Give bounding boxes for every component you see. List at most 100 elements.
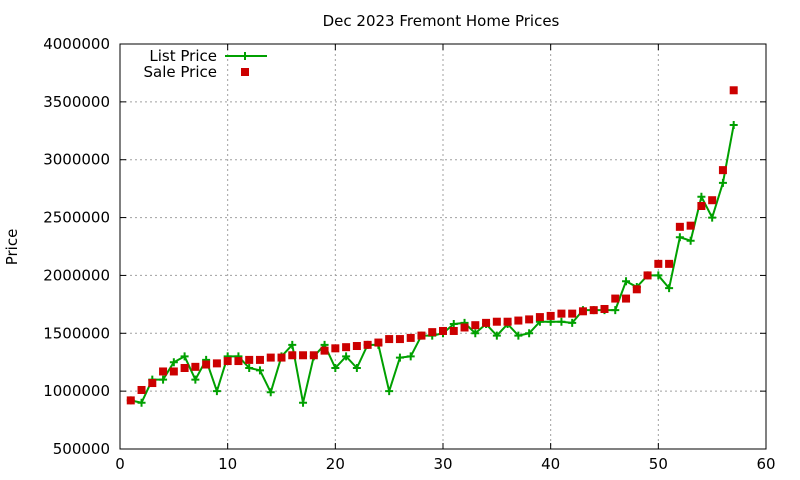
sale-price-point [514,316,523,325]
sale-price-point [191,362,200,371]
sale-price-point [342,343,351,352]
x-tick-label: 50 [649,455,668,473]
y-tick-label: 4000000 [43,35,110,53]
list-price-point [385,387,394,396]
sale-price-point [643,271,652,280]
sale-price-point [718,166,727,175]
sale-price-point [309,351,318,360]
x-axis: 0 10 20 30 40 50 60 [115,44,776,473]
list-price-point [299,398,308,407]
legend-entry-list-price: List Price [149,47,267,65]
list-price-point [245,364,254,372]
list-price-point [611,306,620,315]
y-tick-label: 1500000 [43,324,110,342]
sale-price-point [622,294,631,303]
sale-price-point [159,367,168,376]
sale-price-point [417,331,426,340]
sale-price-point [148,379,157,388]
sale-price-point [503,317,512,326]
list-price-point [514,331,523,340]
list-price-point [718,178,727,187]
sale-price-point [449,326,458,335]
sale-price-point [395,335,404,344]
sale-price-point [675,222,684,231]
y-tick-label: 2000000 [43,266,110,284]
sale-price-point [439,326,447,335]
series-layer [126,86,738,407]
legend-marker-sale-price [241,68,249,76]
sale-price-point [331,344,340,353]
sale-price-point [471,321,480,330]
sale-price-point [255,355,264,364]
legend-entry-sale-price: Sale Price [144,63,249,81]
list-price-point [191,375,200,384]
list-price-line [130,124,735,404]
sale-price-point [557,309,566,318]
list-price-point [568,318,577,327]
sale-price-point [374,338,383,347]
list-price-point [557,317,566,326]
list-price-point [492,331,501,340]
x-tick-label: 20 [326,455,345,473]
list-price-point [449,320,458,329]
x-tick-label: 60 [756,455,775,473]
list-price-point [342,352,351,361]
y-tick-label: 1000000 [43,382,110,400]
x-tick-label: 40 [541,455,560,473]
legend-label-sale-price: Sale Price [144,63,217,81]
sale-price-point [654,259,663,268]
sale-price-point [729,86,738,95]
sale-price-point [299,351,308,360]
sale-price-point [686,221,695,230]
sale-price-point [223,357,232,366]
sale-price-point [212,359,221,368]
list-price-point [665,284,674,293]
sale-price-point [180,364,189,372]
y-axis: 500000 1000000 1500000 2000000 2500000 300000… [43,35,766,458]
y-axis-label: Price [3,229,21,266]
sale-price-point [546,311,555,320]
legend-label-list-price: List Price [149,47,217,65]
list-price-point [159,375,168,384]
legend-marker-list-price [241,52,249,60]
sale-price-point [460,323,469,332]
list-price-point [675,233,684,242]
list-price-point [169,358,178,367]
sale-price-point [428,328,437,337]
sale-price-point [288,351,297,360]
sale-price-point [708,196,717,205]
list-price-point [697,192,706,201]
sale-price-point [568,309,577,318]
chart-title: Dec 2023 Fremont Home Prices [323,12,560,30]
x-tick-label: 30 [433,455,452,473]
sale-price-point [482,318,491,327]
list-price-point [137,398,146,407]
sale-price-point [363,340,372,349]
sale-price-point [665,259,674,268]
list-price-point [525,329,534,338]
x-tick-label: 10 [218,455,237,473]
list-price-point [686,236,695,245]
list-price-point [708,213,717,222]
sale-price-point [320,346,329,355]
sale-price-point [352,342,361,351]
sale-price-point [406,333,415,342]
list-price-point [471,329,480,338]
sale-price-point [589,306,598,315]
sale-price-point [126,396,135,405]
sale-price-point [535,313,544,322]
y-tick-label: 500000 [53,440,110,458]
list-price-point [352,364,361,372]
sale-price-point [578,307,587,316]
sale-price-point [245,355,254,364]
sale-price-point [492,317,501,326]
sale-price-point [234,357,243,366]
sale-price-point [697,202,706,210]
sale-price-point [266,353,275,362]
sale-price-point [169,367,178,376]
sale-price-point [611,294,620,303]
sale-price-point [202,360,211,369]
list-price-point [622,277,631,286]
sale-price-point [137,385,146,394]
